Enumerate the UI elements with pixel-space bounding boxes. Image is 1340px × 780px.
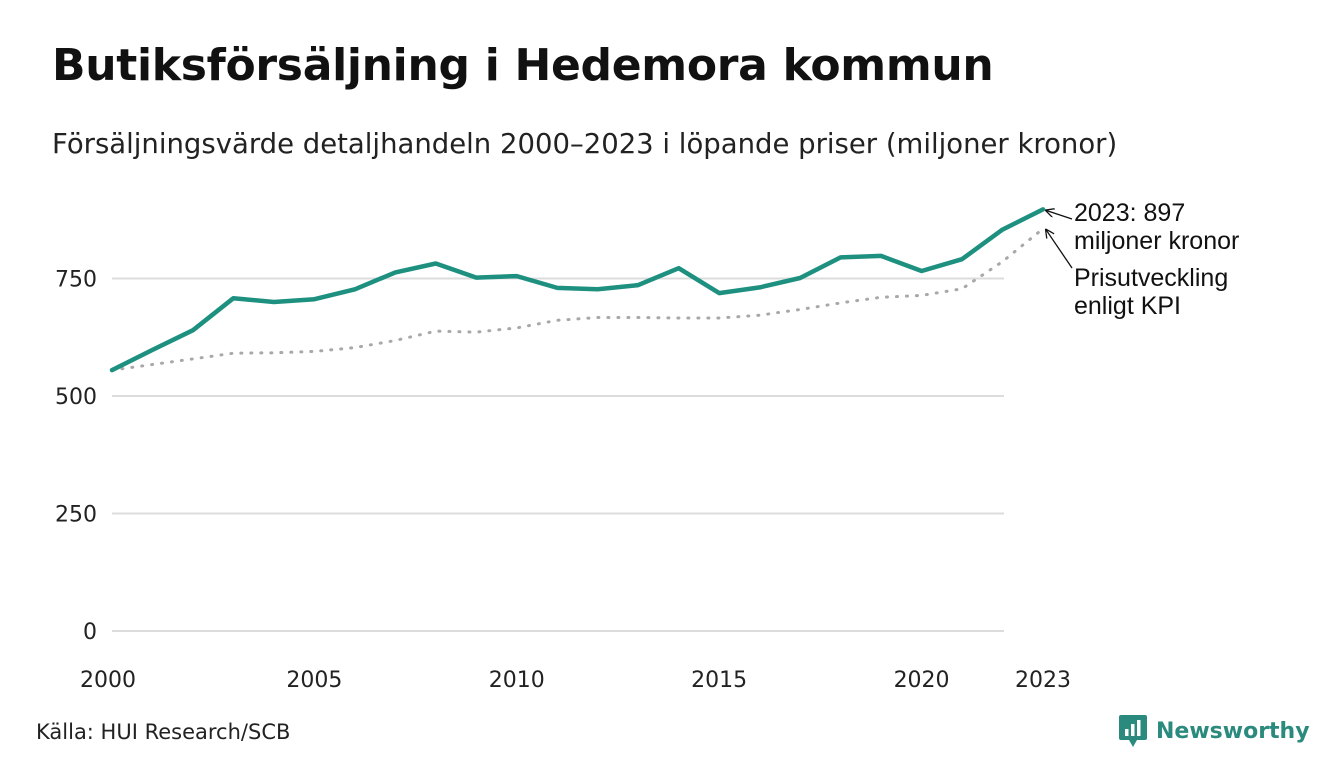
y-tick-label-250: 250	[55, 503, 97, 528]
gridlines	[112, 277, 1004, 632]
y-tick-label-750: 750	[55, 268, 97, 293]
x-axis: 2000 2005 2010 2015 2020 2023	[80, 668, 1071, 693]
annotation-label-0-1: miljoner kronor	[1074, 227, 1239, 255]
x-tick-label-2000: 2000	[80, 668, 136, 693]
chart-subtitle: Försäljningsvärde detaljhandeln 2000–202…	[52, 128, 1118, 160]
annotation-label-1-1: enligt KPI	[1074, 292, 1181, 320]
x-tick-label-2010: 2010	[489, 668, 545, 693]
y-axis: 0 250 500 750	[55, 268, 97, 646]
y-tick-label-0: 0	[83, 620, 97, 645]
chart-title: Butiksförsäljning i Hedemora kommun	[52, 40, 994, 91]
source-note: Källa: HUI Research/SCB	[36, 720, 291, 744]
annotation-label-0-0: 2023: 897	[1074, 199, 1185, 227]
x-tick-label-2020: 2020	[894, 668, 950, 693]
brand-logo: Newsworthy	[1118, 714, 1310, 748]
x-tick-label-2023: 2023	[1015, 668, 1071, 693]
annotation-arrow-0	[1046, 210, 1073, 220]
series-line-0	[109, 207, 1046, 373]
y-tick-label-500: 500	[55, 385, 97, 410]
series-line-1	[110, 227, 1045, 372]
annotation-arrow-1	[1046, 230, 1073, 269]
x-tick-label-2005: 2005	[286, 668, 342, 693]
annotation-label-1-0: Prisutveckling	[1074, 264, 1228, 292]
newsworthy-logo-icon	[1119, 715, 1147, 747]
brand-name: Newsworthy	[1156, 718, 1310, 744]
series	[109, 207, 1046, 373]
x-tick-label-2015: 2015	[691, 668, 747, 693]
